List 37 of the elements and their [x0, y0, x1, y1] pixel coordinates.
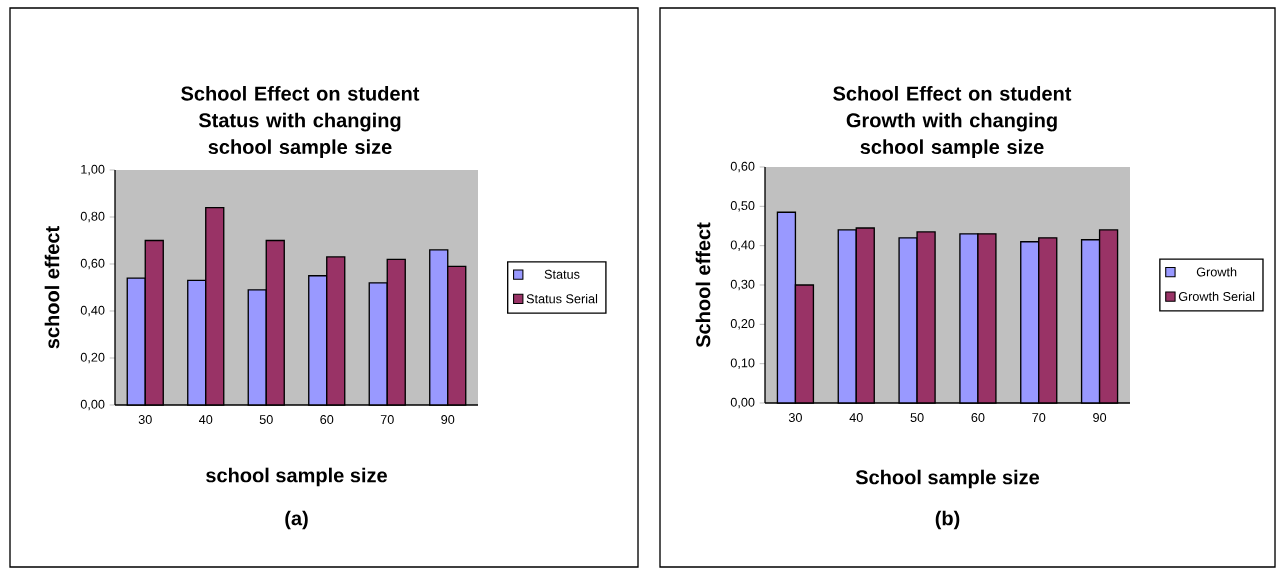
y-tick-label: 0,40	[80, 305, 105, 317]
y-tick-label: 0,50	[730, 201, 755, 212]
y-tick-label: 1,00	[81, 164, 105, 176]
y-axis-title: school effect	[44, 226, 60, 349]
y-tick-label: 0,00	[80, 399, 105, 411]
y-tick-label: 0,30	[730, 279, 755, 291]
x-tick-label: 90	[1093, 413, 1107, 423]
x-tick-label: 60	[320, 415, 334, 425]
chart-title: School Effect on student Status with changing school sample size	[181, 86, 420, 158]
x-axis-title: School sample size	[855, 469, 1040, 489]
x-tick-label: 30	[788, 413, 802, 423]
y-tick-label: 0,40	[730, 240, 755, 251]
legend-label: Growth Serial	[1178, 291, 1255, 301]
y-tick-label: 0,10	[730, 358, 755, 369]
legend-label: Growth	[1196, 267, 1237, 277]
x-axis-title: school sample size	[206, 467, 387, 487]
text: (b)	[935, 510, 960, 530]
y-tick-label: 0,80	[80, 211, 105, 223]
x-tick-label: 30	[138, 415, 152, 425]
x-tick-label: 70	[380, 415, 394, 425]
x-tick-label: 70	[1032, 413, 1046, 423]
x-tick-label: 90	[441, 415, 455, 425]
legend-label: Status	[544, 269, 580, 279]
y-tick-label: 0,60	[730, 161, 755, 173]
x-tick-label: 60	[971, 413, 985, 423]
chart-title: School Effect on student Growth with changing school sample size	[833, 86, 1072, 158]
text: (a)	[285, 510, 308, 530]
legend-label: Status Serial	[526, 294, 598, 304]
y-tick-label: 0,60	[80, 258, 105, 270]
y-tick-label: 0,20	[730, 319, 755, 330]
x-tick-label: 40	[199, 415, 213, 425]
y-tick-label: 0,00	[730, 397, 755, 409]
y-tick-label: 0,20	[80, 352, 105, 364]
y-axis-title: School effect	[695, 222, 711, 348]
x-tick-label: 40	[849, 413, 863, 423]
x-tick-label: 50	[259, 415, 273, 425]
x-tick-label: 50	[910, 413, 924, 423]
